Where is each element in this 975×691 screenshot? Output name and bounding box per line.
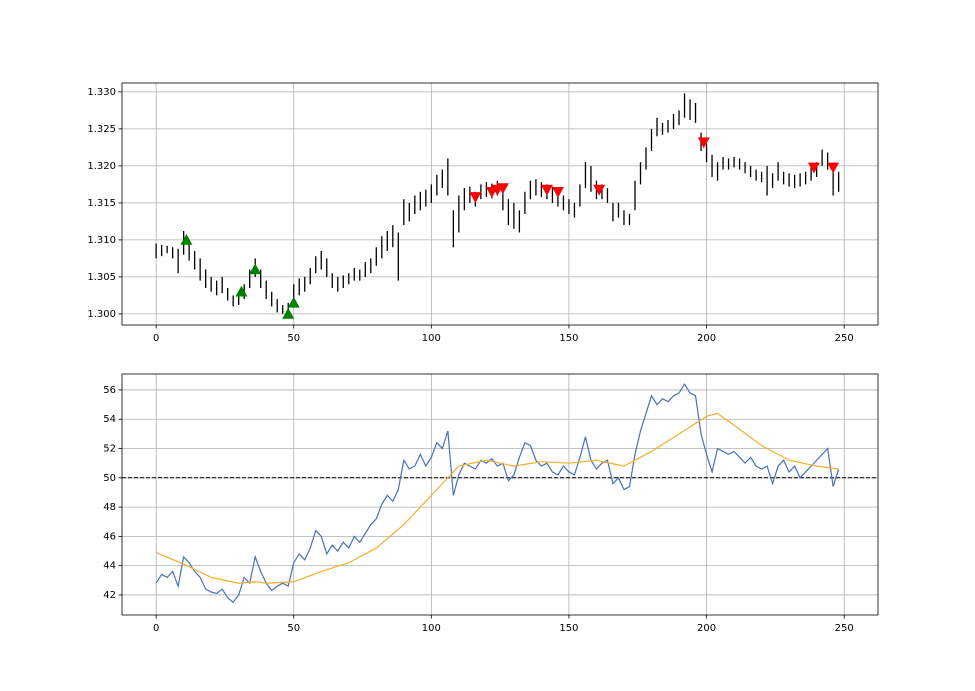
x-tick-label: 200 [697,333,716,344]
sell-signal [496,183,509,195]
x-tick-label: 200 [697,623,716,634]
y-tick-label: 1.320 [87,161,116,172]
y-tick-label: 52 [103,444,116,455]
y-tick-label: 44 [103,561,116,572]
axes-frame [121,82,879,326]
x-tick-label: 0 [153,623,159,634]
x-tick-label: 150 [559,623,578,634]
y-tick-label: 42 [103,590,116,601]
y-tick-label: 1.305 [87,272,116,283]
y-tick-label: 1.310 [87,235,116,246]
x-tick-label: 250 [835,333,854,344]
x-tick-label: 100 [422,623,441,634]
axes-frame [121,373,879,616]
y-tick-label: 46 [103,531,116,542]
buy-signal [235,285,248,297]
buy-signal [249,263,262,275]
sell-signal [469,192,482,203]
x-tick-label: 50 [287,623,300,634]
x-tick-label: 0 [153,333,159,344]
y-tick-label: 50 [103,473,116,484]
sell-signal [827,162,840,174]
y-tick-label: 48 [103,502,116,513]
series-line [155,382,840,604]
x-tick-label: 50 [287,333,300,344]
sell-signal [540,184,553,196]
y-tick-label: 1.325 [87,124,116,135]
y-tick-label: 54 [103,414,116,425]
series-line [155,412,839,584]
y-tick-label: 1.330 [87,87,116,98]
y-tick-label: 56 [103,385,116,396]
x-tick-label: 100 [422,333,441,344]
sell-signal [807,162,820,174]
sell-signal [697,137,710,149]
buy-signal [282,307,295,319]
y-tick-label: 1.300 [87,309,116,320]
buy-signal [287,296,300,308]
sell-signal [551,186,564,198]
x-tick-label: 150 [559,333,578,344]
y-tick-label: 1.315 [87,198,116,209]
buy-signal [180,233,193,245]
sell-signal [593,184,606,196]
x-tick-label: 250 [835,623,854,634]
